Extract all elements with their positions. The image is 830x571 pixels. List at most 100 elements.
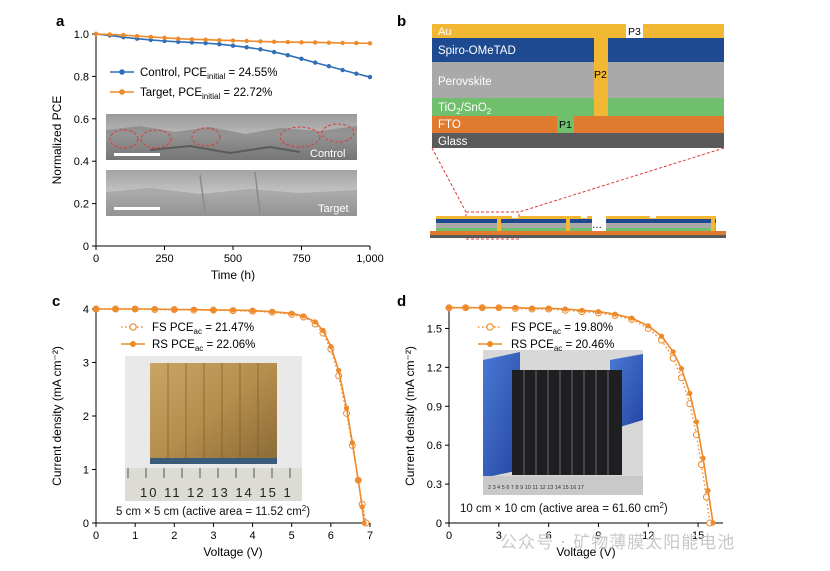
- panel-label-d: d: [397, 293, 406, 310]
- data-point-rs: [355, 477, 361, 483]
- x-tick-label: 3: [210, 530, 216, 542]
- y-tick-label: 2: [83, 411, 89, 423]
- data-point-target: [258, 39, 263, 44]
- chart-c-series: [92, 305, 370, 527]
- legend-target-marker: [119, 89, 125, 95]
- sem-control-image: [106, 114, 357, 160]
- data-point-target: [326, 40, 332, 45]
- data-point-rs: [349, 440, 355, 446]
- panel-label-b: b: [397, 13, 406, 30]
- data-point-rs: [300, 313, 307, 319]
- x-tick-label: 1,000: [356, 253, 384, 265]
- data-point-target: [340, 40, 345, 46]
- chart-d-legend: FS PCEac = 19.80% RS PCEac = 20.46%: [478, 322, 614, 353]
- sem-target-label: Target: [318, 203, 349, 215]
- data-point-target: [176, 36, 181, 41]
- legend-control-text: Control, PCEinitial = 24.55%: [140, 67, 277, 81]
- data-point-control: [203, 40, 208, 46]
- data-point-rs: [152, 306, 158, 312]
- data-point-target: [313, 40, 318, 45]
- data-point-rs: [210, 307, 217, 313]
- label-p2: P2: [594, 69, 607, 81]
- data-point-rs: [562, 306, 568, 312]
- label-p3: P3: [628, 26, 641, 38]
- x-tick-label: 5: [289, 530, 295, 542]
- legend-d-fs-marker: [486, 323, 494, 331]
- photo-5cm-caption: 5 cm × 5 cm (active area = 11.52 cm2): [116, 504, 310, 518]
- data-point-rs: [693, 419, 700, 425]
- y-tick-label: 1.2: [427, 362, 442, 374]
- data-point-rs: [336, 367, 342, 374]
- data-point-target: [367, 41, 373, 46]
- data-point-rs: [112, 306, 119, 312]
- scribe-p3: [626, 24, 643, 38]
- x-tick-label: 12: [642, 530, 654, 542]
- photo-10cm-module: [483, 350, 643, 495]
- y-tick-label: 0.9: [427, 401, 442, 413]
- data-point-control: [217, 41, 222, 47]
- x-tick-label: 1: [132, 530, 138, 542]
- photo-5cm-module: [125, 356, 302, 501]
- data-point-rs: [320, 327, 326, 333]
- module-strip: ...: [430, 215, 726, 238]
- data-point-rs: [546, 305, 552, 311]
- y-tick-label: 0.6: [427, 440, 442, 452]
- data-point-control: [162, 38, 167, 44]
- chart-d-series: [445, 304, 716, 527]
- x-tick-label: 6: [328, 530, 334, 542]
- data-point-rs: [658, 333, 665, 339]
- layer-glass: [432, 133, 724, 148]
- photo-5cm-ruler-text: 10 11 12 13 14 15 1: [140, 485, 293, 500]
- layer-au: [432, 24, 724, 38]
- layer-perovskite: [432, 62, 724, 98]
- device-stack: Au Spiro-OMeTAD Perovskite TiO2/SnO2 FTO…: [431, 24, 725, 240]
- data-point-control: [244, 45, 249, 50]
- sem-target-image: [106, 170, 357, 216]
- scribe-p1: [557, 116, 574, 133]
- y-tick-label: 0.6: [74, 114, 89, 126]
- data-point-target: [217, 37, 222, 43]
- x-tick-label: 750: [292, 253, 310, 265]
- data-point-rs: [710, 520, 716, 526]
- chart-c-legend: FS PCEac = 21.47% RS PCEac = 22.06%: [121, 322, 255, 353]
- legend-target-text: Target, PCEinitial = 22.72%: [140, 87, 272, 101]
- layer-spiro: [432, 38, 724, 62]
- data-point-control: [326, 64, 332, 69]
- data-point-control: [285, 53, 290, 58]
- sem-control-label: Control: [310, 148, 345, 160]
- x-tick-label: 15: [692, 530, 704, 542]
- data-point-rs: [191, 306, 197, 313]
- data-point-target: [244, 38, 249, 44]
- layer-tio2: [432, 98, 724, 116]
- y-tick-label: 0: [83, 518, 89, 530]
- y-tick-label: 0.8: [74, 71, 89, 83]
- photo-10cm-caption: 10 cm × 10 cm (active area = 61.60 cm2): [460, 501, 668, 515]
- data-point-rs: [249, 308, 256, 314]
- data-point-target: [121, 32, 126, 38]
- watermark: 公众号 · 矿物薄膜太阳能电池: [500, 533, 736, 553]
- data-point-rs: [496, 305, 502, 311]
- x-tick-label: 3: [496, 530, 502, 542]
- data-point-target: [285, 39, 290, 45]
- photo-10cm-ruler-text: 2 3 4 5 6 7 8 9 10 11 12 13 14 15 16 17: [488, 485, 584, 491]
- x-axis-label: Time (h): [211, 268, 255, 282]
- data-point-target: [271, 39, 277, 45]
- label-tio2: TiO2/SnO2: [438, 102, 492, 116]
- data-point-target: [189, 37, 195, 42]
- legend-control-marker: [119, 69, 125, 75]
- chart-d-axes: 0 3 6 9 12 15 0 0.3 0.6 0.9 1.2 1.5 Voltage (V) Curre…: [403, 309, 723, 559]
- x-tick-label: 0: [446, 530, 452, 542]
- data-point-rs: [670, 349, 676, 355]
- y-tick-label: 0: [83, 241, 89, 253]
- data-point-rs: [361, 520, 367, 526]
- legend-c-rs-text: RS PCEac = 22.06%: [152, 339, 255, 353]
- y-tick-label: 4: [83, 304, 89, 316]
- y-tick-label: 0.4: [74, 156, 89, 168]
- y-tick-label: 1: [83, 465, 89, 477]
- y-tick-label: 1.0: [74, 29, 89, 41]
- x-tick-label: 2: [171, 530, 177, 542]
- data-point-control: [189, 40, 195, 45]
- layer-fto: [432, 116, 724, 133]
- chart-a-series: [93, 31, 373, 80]
